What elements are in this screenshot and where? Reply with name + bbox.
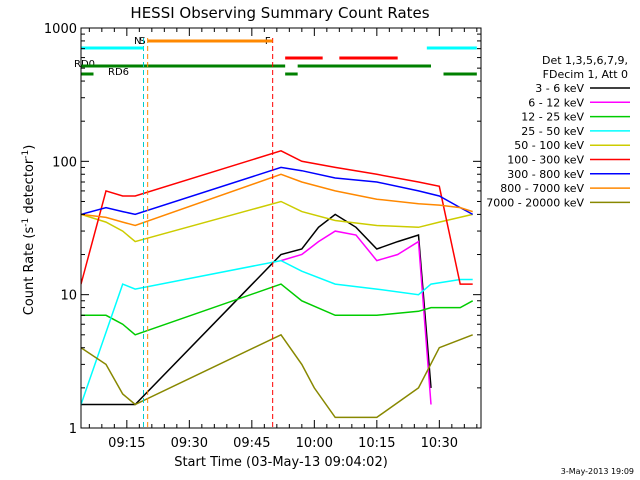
series-line [81,283,474,336]
legend-label: 12 - 25 keV [521,111,584,124]
legend-label: 300 - 800 keV [507,168,584,181]
y-axis-label-part1: Count Rate (s [22,227,37,316]
series-line [81,333,473,419]
legend-label: 7000 - 20000 keV [486,196,584,209]
y-tick-label: 1 [69,422,77,437]
annotation-label: N [134,36,141,47]
series-line [81,166,474,216]
y-axis: 1 10 100 1000 [44,22,481,437]
series-line [280,230,432,405]
x-tick-label: 10:00 [296,436,333,451]
x-axis-label: Start Time (03-May-13 09:04:02) [174,455,388,470]
x-tick-label: 09:30 [171,436,208,451]
y-axis-label-sup2: -1 [21,150,31,159]
x-axis: 09:15 09:30 09:45 10:00 10:15 10:30 [88,28,478,451]
y-tick-label: 100 [52,155,77,170]
legend-label: 3 - 6 keV [535,82,584,95]
y-axis-label: Count Rate (s-1 detector-1) [21,145,37,316]
annotation-label: S [139,36,145,47]
y-axis-label-part3: ) [22,145,37,150]
series-line [81,149,473,285]
plot-series-group [81,149,474,419]
plot-frame [80,27,482,429]
chart-title: HESSI Observing Summary Count Rates [130,4,429,22]
x-tick-label: 10:30 [421,436,458,451]
y-tick-label: 1000 [44,22,77,37]
y-axis-label-part2: detector [22,158,37,218]
date-stamp: 3-May-2013 19:09 [561,467,634,476]
legend-header-2: FDecim 1, Att 0 [543,68,628,81]
y-tick-label: 10 [60,289,77,304]
series-line [81,259,473,405]
x-tick-label: 10:15 [358,436,395,451]
legend-label: 50 - 100 keV [514,139,584,152]
legend-label: 800 - 7000 keV [500,182,584,195]
x-tick-label: 09:15 [108,436,145,451]
y-axis-label-sup1: -1 [21,218,31,227]
state-bar-label: RD6 [108,67,129,78]
plot-area: RD0RD6SNF [74,36,477,428]
series-line [81,213,432,406]
series-line [81,200,473,243]
legend-label: 6 - 12 keV [528,96,584,109]
legend-header-1: Det 1,3,5,6,7,9, [542,54,628,67]
legend-label: 100 - 300 keV [507,154,584,167]
legend-label: 25 - 50 keV [521,125,584,138]
series-line [81,173,473,227]
x-tick-label: 09:45 [233,436,270,451]
